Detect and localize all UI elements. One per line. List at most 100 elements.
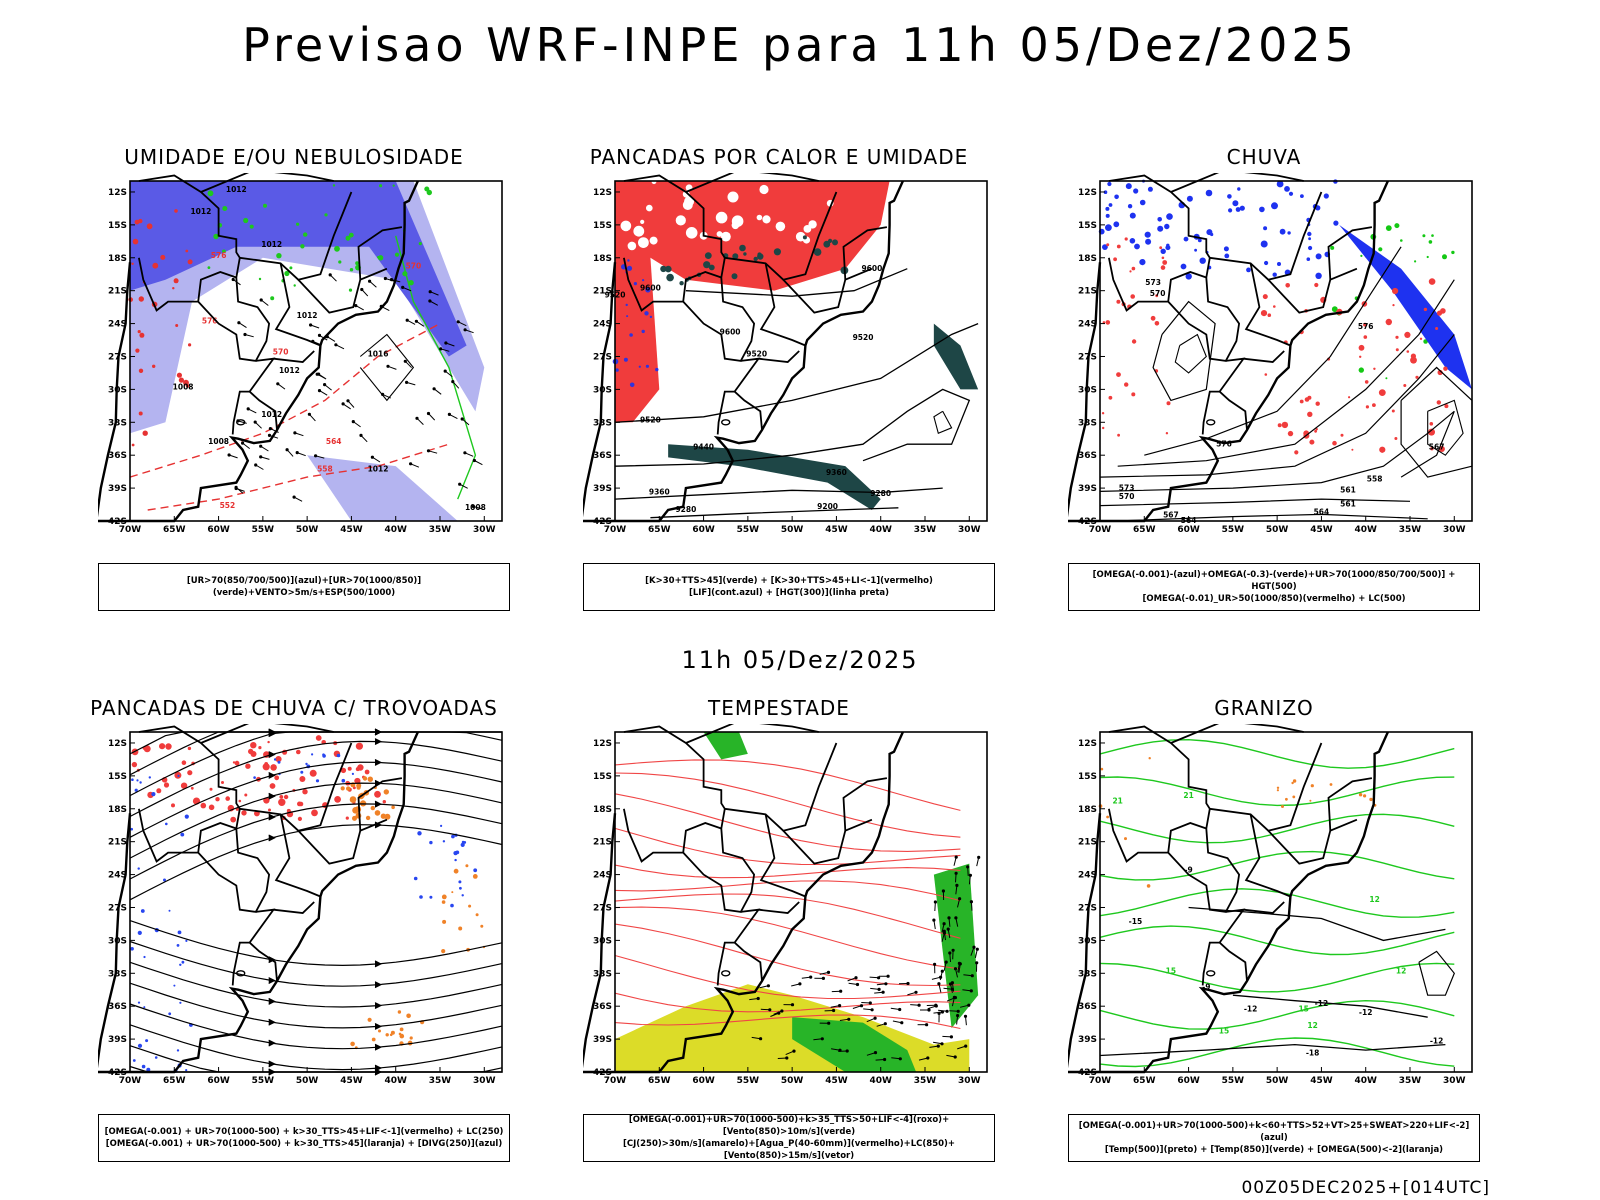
rain-red-cell	[1406, 350, 1410, 353]
wind-arrowhead	[969, 900, 973, 904]
wind-arrowhead	[359, 433, 363, 437]
legend-box: [OMEGA(-0.001)+UR>70(1000-500)+k<60+TTS>…	[1068, 1114, 1480, 1162]
omega-blue	[1098, 179, 1339, 280]
rain-red-cell	[187, 259, 193, 265]
map-pancadas-calor[interactable]: 9520 9600 9520 9520 9520 9440 9360 9280 9360 9280…	[583, 173, 995, 545]
lat-label: 18S	[593, 254, 612, 264]
legend-line: [Temp(500)](preto) + [Temp(850)](verde) …	[1104, 1145, 1444, 1155]
map-tempestade[interactable]: 12S 15S 18S 21S 24S 27S 30S 33S 36S 39S 42S 70W 65W 6…	[583, 724, 995, 1096]
lon-label: 70W	[119, 1076, 142, 1086]
lc850-contour	[614, 1014, 961, 1030]
wind-arrowhead	[906, 981, 910, 986]
lat-label: 33S	[1078, 418, 1097, 428]
contour-label: 9360	[826, 468, 847, 477]
state-border	[1243, 350, 1285, 363]
storm-orange-south-cell	[399, 1027, 404, 1032]
divg-blue-east-cell	[461, 894, 464, 897]
lon-label: 35W	[429, 525, 452, 535]
hgt500-low	[1152, 300, 1216, 402]
contour-label: 567	[1429, 443, 1445, 452]
omega500-orange-cell	[1363, 794, 1367, 798]
wind-arrowhead	[847, 1017, 851, 1021]
lif-blue-cell	[633, 282, 637, 286]
wind-arrowhead	[759, 1037, 763, 1041]
lon-label: 65W	[163, 525, 186, 535]
storm-red-cell	[334, 796, 341, 803]
rain-red-cell	[137, 330, 141, 334]
omega-coastal-band	[1339, 224, 1472, 390]
unstable-teal-cell	[773, 248, 781, 256]
contour-label: -12	[1315, 999, 1329, 1008]
omega-blue-cell	[1102, 244, 1108, 250]
streamline	[129, 961, 503, 1008]
state-border	[1201, 908, 1246, 986]
streamline-arrow	[374, 738, 383, 746]
streamline-arrow	[268, 1018, 276, 1026]
storm-red-cell	[171, 803, 175, 808]
rain-red-cell	[146, 223, 153, 230]
rain-red-cell	[1314, 282, 1319, 288]
state-border	[1244, 814, 1291, 898]
streamline-arrow	[268, 997, 276, 1005]
wind-arrowhead	[883, 1057, 887, 1062]
rain-red-cell	[1281, 421, 1289, 429]
contour-label: 1008	[465, 503, 486, 512]
wind-arrowhead	[827, 1021, 831, 1025]
divg-blue-east	[413, 824, 478, 908]
rain-red-cell	[131, 262, 134, 265]
lc850-contour	[614, 923, 961, 987]
storm-orange-cell	[362, 776, 368, 781]
rain-red-west-cell	[1101, 412, 1105, 415]
map-frame	[614, 180, 988, 522]
lon-label: 55W	[252, 525, 275, 535]
lon-label: 55W	[1222, 525, 1245, 535]
wind-arrowhead	[945, 1009, 949, 1013]
lat-label: 15S	[1078, 221, 1097, 231]
storm-orange-cell	[352, 815, 357, 821]
lat-label: 24S	[108, 320, 127, 330]
unstable-teal-cell	[739, 244, 746, 252]
omega-green-cell	[1385, 377, 1388, 380]
legend-line: [OMEGA(-0.001)+UR>70(1000-500)+k>35_TTS>…	[628, 1115, 950, 1137]
lat-label: 21S	[108, 287, 127, 297]
lat-label: 27S	[1078, 903, 1097, 913]
divg-blue-east-cell	[429, 895, 433, 899]
omega500-orange-west-cell	[1106, 815, 1109, 819]
lat-label: 36S	[593, 1002, 612, 1012]
wind-arrowhead	[317, 333, 322, 337]
wind-arrowhead	[946, 927, 950, 931]
map-trovoadas[interactable]: 12S 15S 18S 21S 24S 27S 30S 33S 36S 39S 42S 70W 65W 6…	[98, 724, 510, 1096]
state-border	[297, 267, 388, 314]
lif-blue-cell	[645, 364, 649, 368]
lc850-contour	[614, 906, 961, 970]
wind-arrowhead	[956, 1009, 960, 1013]
rain-red-cell	[1332, 440, 1337, 446]
lat-label: 36S	[593, 451, 612, 461]
divg-blue-north-cell	[277, 760, 281, 764]
lon-label: 55W	[1222, 1076, 1245, 1086]
wind-arrowhead	[884, 982, 888, 986]
lat-label: 33S	[1078, 969, 1097, 979]
hgt300-contour	[614, 388, 971, 467]
wind-arrowhead	[428, 290, 432, 294]
contour-label: 552	[220, 501, 236, 510]
contour-label: 561	[1340, 486, 1356, 495]
rain-red-west-cell	[1162, 260, 1168, 265]
wind-arrowhead	[941, 889, 945, 893]
omega-green-cell	[1330, 245, 1335, 250]
omega-green-cell	[1331, 306, 1338, 313]
unstable-teal-cell	[665, 265, 672, 273]
divg-blue-north-cell	[273, 758, 277, 761]
state-border	[274, 814, 321, 898]
state-border	[1327, 777, 1373, 831]
moisture-green-cell	[394, 252, 400, 257]
map-chuva[interactable]: 576 576 573 570 567 564 561 558 561 573 570 567 564 1…	[1068, 173, 1480, 545]
lon-label: 65W	[648, 525, 671, 535]
map-granizo[interactable]: -12 -12 -12 -12 -15 -18 -9 -9 12 12 12 15 15 15 21 21 12…	[1068, 724, 1480, 1096]
omega-green-cell	[1431, 234, 1434, 237]
divg-blue-east-cell	[417, 831, 422, 836]
streamline-arrow	[268, 1060, 276, 1068]
map-umidade[interactable]: 1012 1012 1012 1012 1012 1008 1016 1012 1012 1008…	[98, 173, 510, 545]
rain-red-cell	[1363, 322, 1367, 327]
omega-blue-cell	[1105, 213, 1110, 218]
